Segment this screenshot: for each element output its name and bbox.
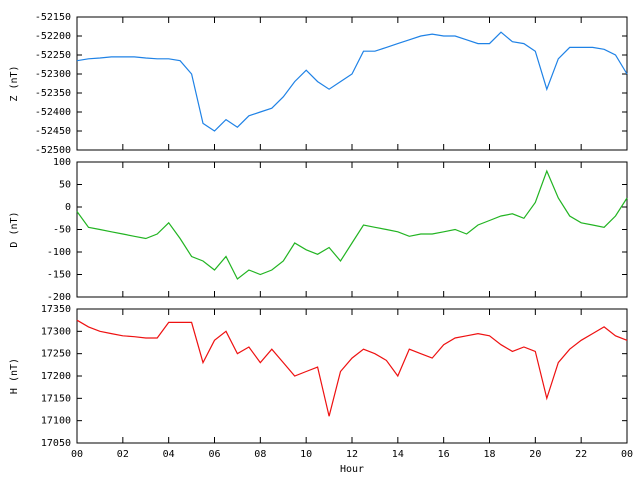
y-tick-label: 100: [53, 157, 71, 168]
x-tick-label: 02: [117, 449, 129, 460]
panel-frame: [76, 161, 628, 298]
x-tick-label: 22: [575, 449, 587, 460]
y-tick-label: -200: [47, 292, 71, 303]
y-tick-label: -52250: [35, 50, 71, 61]
x-tick-label: 10: [300, 449, 312, 460]
y-tick-label: -100: [47, 247, 71, 258]
x-tick-label: 20: [529, 449, 541, 460]
x-tick-label: 18: [483, 449, 495, 460]
data-line: [76, 31, 628, 132]
data-line: [76, 319, 628, 417]
x-tick-label: 16: [438, 449, 450, 460]
panel-frame: [76, 308, 628, 444]
x-tick-label: 06: [208, 449, 220, 460]
y-tick-label: 17350: [41, 304, 71, 315]
y-axis-label: Z (nT): [9, 65, 20, 101]
x-tick-label: 08: [254, 449, 266, 460]
y-axis-label: D (nT): [9, 211, 20, 247]
x-tick-label: 04: [163, 449, 175, 460]
x-tick-label: 14: [392, 449, 404, 460]
y-tick-label: 0: [65, 202, 71, 213]
y-tick-label: 50: [59, 180, 71, 191]
y-tick-label: 17200: [41, 371, 71, 382]
y-tick-label: 17050: [41, 438, 71, 449]
x-axis-label: Hour: [340, 464, 364, 475]
data-line: [76, 169, 628, 280]
y-tick-label: 17100: [41, 416, 71, 427]
y-tick-label: -150: [47, 270, 71, 281]
y-tick-label: -52500: [35, 145, 71, 156]
y-tick-label: -52150: [35, 12, 71, 23]
y-tick-label: -52450: [35, 126, 71, 137]
y-tick-label: -50: [53, 225, 71, 236]
y-axis-label: H (nT): [9, 358, 20, 394]
y-tick-label: -52300: [35, 69, 71, 80]
y-tick-label: 17250: [41, 349, 71, 360]
y-tick-label: -52200: [35, 31, 71, 42]
y-tick-label: -52400: [35, 107, 71, 118]
x-tick-label: 12: [346, 449, 358, 460]
x-tick-label: 00: [71, 449, 83, 460]
x-tick-label: 00: [621, 449, 633, 460]
y-tick-label: 17150: [41, 393, 71, 404]
y-tick-label: 17300: [41, 326, 71, 337]
y-tick-label: -52350: [35, 88, 71, 99]
